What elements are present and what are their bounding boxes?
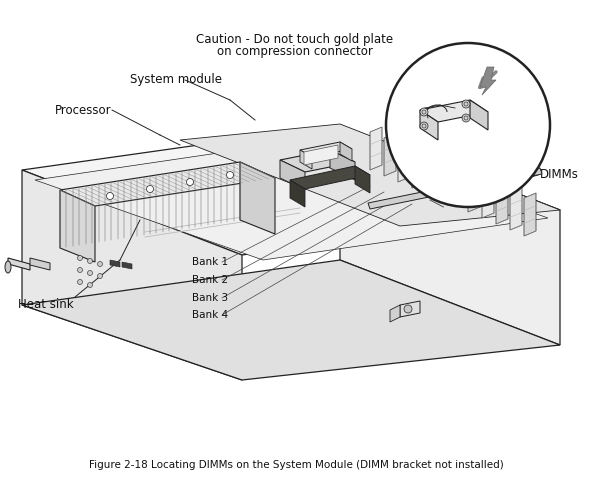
Text: Figure 2-18 Locating DIMMs on the System Module (DIMM bracket not installed): Figure 2-18 Locating DIMMs on the System… <box>89 460 503 470</box>
Polygon shape <box>300 142 352 157</box>
Circle shape <box>420 108 428 116</box>
Polygon shape <box>290 180 305 207</box>
Polygon shape <box>300 150 312 169</box>
Polygon shape <box>122 262 132 269</box>
Polygon shape <box>368 168 542 209</box>
Polygon shape <box>180 124 560 226</box>
Polygon shape <box>398 139 410 182</box>
Polygon shape <box>110 260 120 267</box>
Text: Heat sink: Heat sink <box>18 299 73 312</box>
Circle shape <box>78 267 82 273</box>
Polygon shape <box>400 301 420 317</box>
Polygon shape <box>355 166 370 193</box>
Polygon shape <box>496 181 508 224</box>
Circle shape <box>186 179 194 185</box>
Ellipse shape <box>5 261 11 273</box>
Circle shape <box>386 43 550 207</box>
Circle shape <box>462 114 470 122</box>
Polygon shape <box>60 162 275 206</box>
Polygon shape <box>470 100 488 130</box>
Polygon shape <box>390 305 400 322</box>
Circle shape <box>88 283 92 288</box>
Polygon shape <box>330 150 355 180</box>
Circle shape <box>88 271 92 276</box>
Polygon shape <box>35 138 548 260</box>
Polygon shape <box>370 127 382 170</box>
Polygon shape <box>480 67 496 95</box>
Polygon shape <box>420 110 438 140</box>
Circle shape <box>107 192 114 200</box>
Polygon shape <box>30 258 50 270</box>
Text: System module: System module <box>130 73 222 86</box>
Polygon shape <box>8 258 30 270</box>
Polygon shape <box>22 260 560 380</box>
Polygon shape <box>60 190 95 262</box>
Polygon shape <box>482 175 494 218</box>
Polygon shape <box>412 145 424 188</box>
Text: on compression connector: on compression connector <box>217 46 373 59</box>
Polygon shape <box>440 157 452 200</box>
Polygon shape <box>340 125 560 345</box>
Circle shape <box>98 262 102 266</box>
Text: Processor: Processor <box>55 104 112 117</box>
Polygon shape <box>426 151 438 194</box>
Circle shape <box>420 122 428 130</box>
Text: DIMMs: DIMMs <box>540 168 579 181</box>
Polygon shape <box>384 133 396 176</box>
Polygon shape <box>468 169 480 212</box>
Polygon shape <box>22 170 242 380</box>
Text: Caution - Do not touch gold plate: Caution - Do not touch gold plate <box>197 34 394 47</box>
Polygon shape <box>240 162 275 234</box>
Circle shape <box>404 305 412 313</box>
Polygon shape <box>420 100 488 122</box>
Polygon shape <box>22 125 560 255</box>
Circle shape <box>88 259 92 264</box>
Polygon shape <box>510 187 522 230</box>
Text: Bank 2: Bank 2 <box>192 275 228 285</box>
Circle shape <box>227 171 233 179</box>
Polygon shape <box>280 160 305 190</box>
Text: Bank 4: Bank 4 <box>192 310 228 320</box>
Polygon shape <box>454 163 466 206</box>
Polygon shape <box>340 142 352 161</box>
Polygon shape <box>290 166 370 189</box>
Text: Bank 3: Bank 3 <box>192 293 228 303</box>
Text: Bank 1: Bank 1 <box>192 257 228 267</box>
Circle shape <box>98 274 102 278</box>
Polygon shape <box>280 150 355 172</box>
Polygon shape <box>524 193 536 236</box>
Circle shape <box>462 100 470 108</box>
Circle shape <box>146 185 153 192</box>
Polygon shape <box>304 145 338 165</box>
Circle shape <box>78 255 82 261</box>
Circle shape <box>78 279 82 285</box>
